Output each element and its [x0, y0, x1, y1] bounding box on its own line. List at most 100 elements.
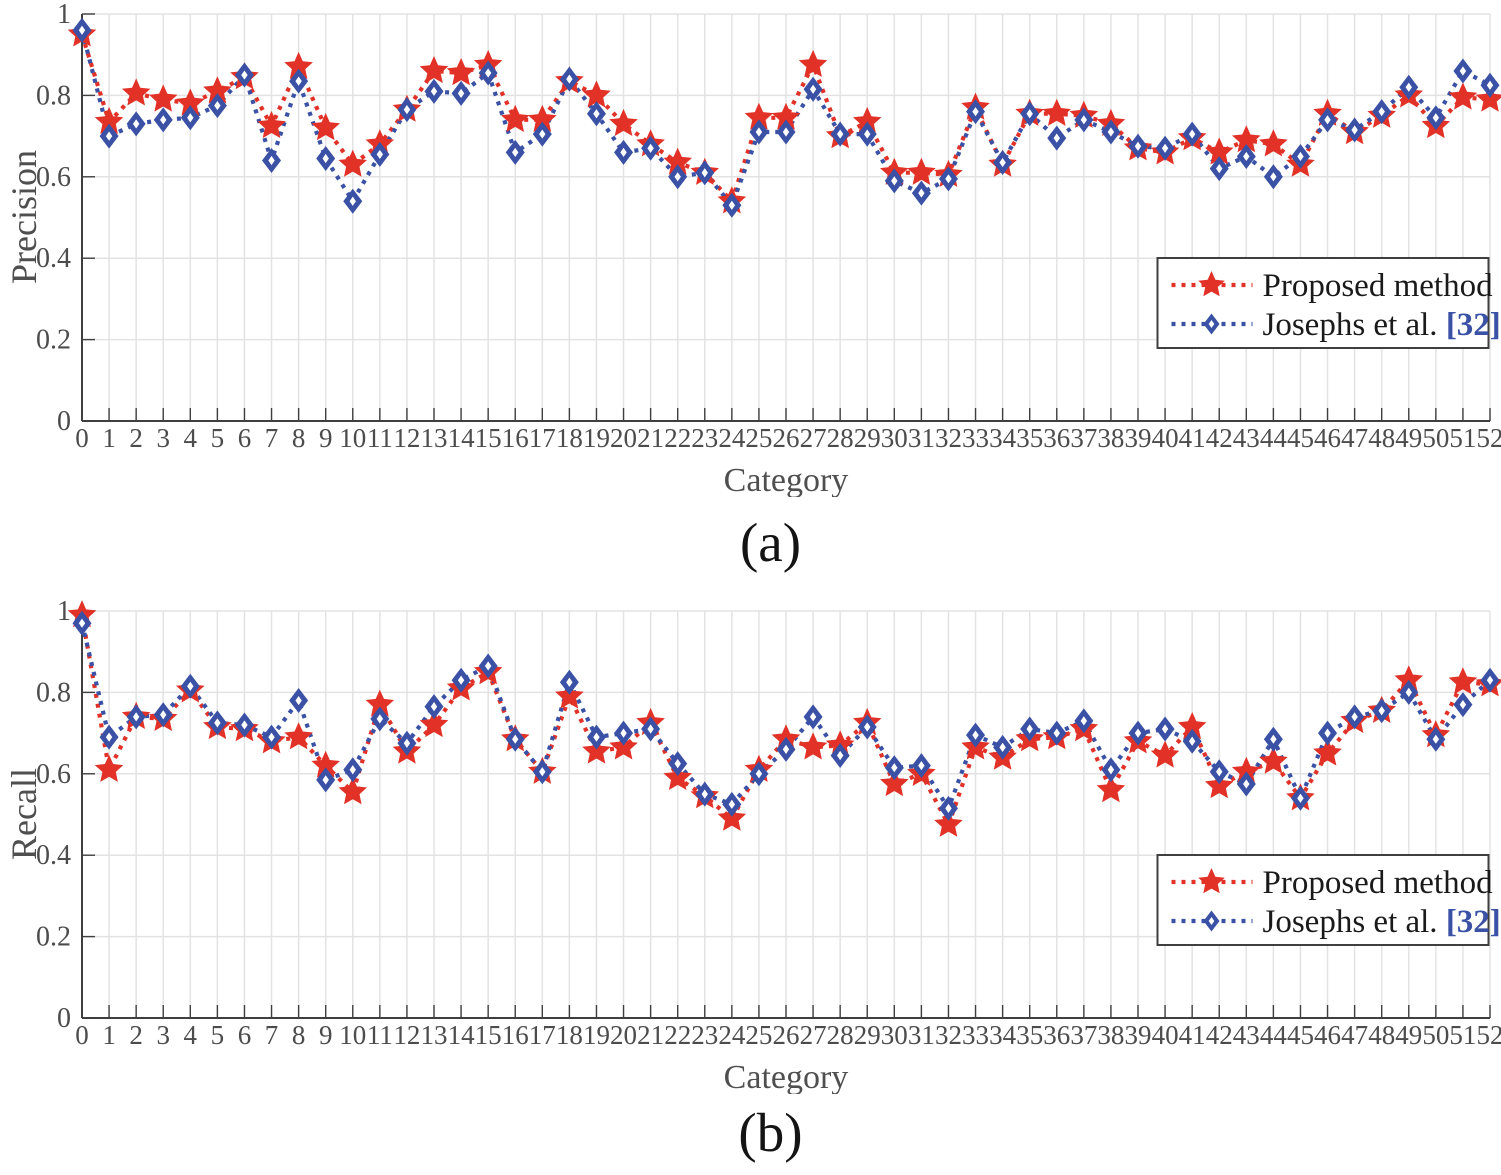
x-axis-label-category-b: Category: [724, 1059, 849, 1094]
x-tick-label: 32: [935, 1020, 962, 1050]
x-tick-label: 3: [156, 423, 170, 453]
figure-recall: 0 0.2 0.4 0.6 0.8 1 0 1 2 3 4 5 6 7 8 9 10 11 12 13 14 15 16 17…: [0, 597, 1501, 1175]
figure-a-chart: 00.20.40.60.810 1 2 3 4 5 6 7 8 9 10 11 12 13 14 15 16 17…: [36, 0, 1501, 453]
x-tick-label: 25: [745, 423, 772, 453]
star-marker: [94, 106, 124, 134]
caption-b: (b): [738, 1102, 803, 1163]
series-line-0: [79, 33, 1491, 206]
star-marker: [771, 102, 801, 130]
y-tick-label: 0.4: [36, 243, 71, 274]
grid: [82, 13, 1491, 421]
star-marker: [121, 78, 151, 106]
x-tick-label: 47: [1341, 423, 1368, 453]
x-tick-label: 44: [1260, 1020, 1288, 1050]
x-tick-label: 22: [664, 1020, 691, 1050]
x-tick-label: 36: [1043, 423, 1070, 453]
star-marker: [257, 110, 286, 139]
x-tick-label: 52: [1477, 423, 1501, 453]
x-tick-label: 23: [691, 1020, 718, 1050]
x-tick-label: 33: [962, 1020, 989, 1050]
x-tick-label: 1: [102, 1020, 116, 1050]
x-tick-label: 18: [556, 423, 583, 453]
star-marker: [1475, 84, 1501, 112]
legend-entry-label: Proposed method: [1263, 865, 1494, 901]
x-tick-label: 20: [610, 1020, 637, 1050]
legend-entry-label: Josephs et al. [32]: [1263, 307, 1501, 343]
series-markers-0: [67, 19, 1501, 214]
x-tick-label: 19: [583, 1020, 610, 1050]
star-marker: [1448, 82, 1478, 110]
star-marker: [609, 732, 638, 760]
x-tick-label: 6: [238, 1020, 252, 1050]
x-tick-label: 50: [1422, 423, 1449, 453]
star-marker: [582, 80, 611, 108]
star-marker: [311, 750, 340, 778]
x-tick-label: 48: [1368, 1020, 1395, 1050]
x-tick-label: 43: [1233, 1020, 1260, 1050]
legend-star-marker: [1198, 868, 1225, 894]
x-tick-label: 17: [529, 423, 556, 453]
x-tick-label: 47: [1341, 1020, 1368, 1050]
y-tick-label: 1: [57, 0, 71, 30]
x-tick-label: 29: [854, 1020, 881, 1050]
x-tick-label: 34: [989, 423, 1017, 453]
star-marker: [744, 102, 774, 130]
star-marker: [528, 104, 557, 132]
tick-labels: 00.20.40.60.810 1 2 3 4 5 6 7 8 9 10 11 12 13 14 15 16 17…: [36, 597, 1501, 1050]
x-tick-label: 0: [75, 1020, 89, 1050]
x-tick-label: 9: [319, 423, 333, 453]
star-marker: [1150, 740, 1180, 768]
star-marker: [1177, 712, 1207, 740]
star-marker: [1313, 738, 1342, 766]
star-marker: [311, 113, 340, 141]
x-tick-label: 8: [292, 1020, 306, 1050]
x-tick-label: 35: [1016, 423, 1043, 453]
y-tick-label: 0: [57, 1003, 71, 1034]
x-tick-label: 45: [1287, 1020, 1314, 1050]
x-tick-label: 13: [421, 423, 448, 453]
x-tick-label: 19: [583, 423, 610, 453]
x-tick-label: 42: [1206, 423, 1233, 453]
x-tick-label: 51: [1449, 423, 1476, 453]
star-marker: [1232, 125, 1261, 153]
x-tick-label: 41: [1179, 423, 1206, 453]
x-tick-label: 40: [1152, 1020, 1179, 1050]
x-tick-label: 49: [1395, 423, 1422, 453]
x-tick-label: 14: [448, 1020, 476, 1050]
x-tick-label: 11: [367, 1020, 393, 1050]
x-tick-label: 2: [129, 423, 143, 453]
star-marker: [1232, 756, 1261, 784]
y-tick-label: 1: [57, 597, 71, 627]
caption-a: (a): [739, 512, 802, 573]
star-marker: [365, 689, 395, 717]
x-tick-label: 21: [637, 1020, 664, 1050]
y-tick-label: 0: [57, 406, 71, 437]
x-tick-label: 24: [718, 1020, 746, 1050]
star-marker: [446, 58, 476, 86]
x-tick-label: 3: [156, 1020, 170, 1050]
x-tick-label: 29: [854, 423, 881, 453]
star-marker: [609, 108, 638, 136]
x-tick-label: 37: [1070, 423, 1097, 453]
x-tick-label: 37: [1070, 1020, 1097, 1050]
x-tick-label: 35: [1016, 1020, 1043, 1050]
star-marker: [1205, 771, 1234, 799]
x-tick-label: 12: [393, 423, 420, 453]
x-axis-label-category-a: Category: [724, 462, 849, 497]
figure-b-svg: 00.20.40.60.810 1 2 3 4 5 6 7 8 9 10 11 12 13 14 15 16 17…: [4, 597, 1501, 1094]
x-tick-label: 31: [908, 1020, 935, 1050]
x-tick-label: 25: [745, 1020, 772, 1050]
x-tick-label: 32: [935, 423, 962, 453]
x-tick-label: 46: [1314, 423, 1341, 453]
x-tick-label: 27: [800, 423, 827, 453]
x-tick-label: 4: [184, 1020, 198, 1050]
tick-labels: 00.20.40.60.810 1 2 3 4 5 6 7 8 9 10 11 12 13 14 15 16 17…: [36, 0, 1501, 453]
y-tick-label: 0.8: [36, 80, 71, 111]
star-marker: [1096, 775, 1126, 803]
star-marker: [1042, 98, 1071, 126]
x-tick-label: 36: [1043, 1020, 1070, 1050]
x-tick-label: 2: [129, 1020, 143, 1050]
x-tick-label: 8: [292, 423, 306, 453]
legend-entry-label: Josephs et al. [32]: [1263, 904, 1501, 940]
